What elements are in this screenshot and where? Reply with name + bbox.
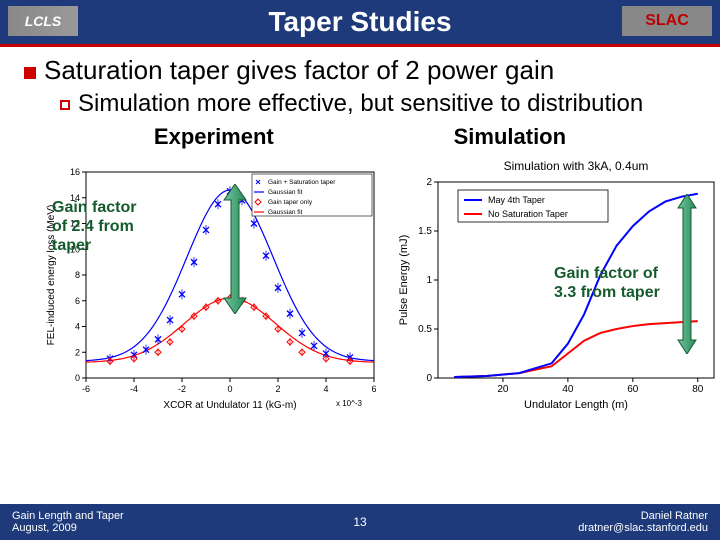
- experiment-chart-svg: -6-4-202460246810121416x 10^-3XCOR at Un…: [42, 154, 382, 414]
- svg-text:-2: -2: [178, 384, 186, 394]
- exp-annot-l2: of 2.4 from: [52, 217, 136, 236]
- svg-text:Undulator Length (m): Undulator Length (m): [524, 399, 628, 411]
- svg-text:Gain + Saturation taper: Gain + Saturation taper: [268, 179, 336, 186]
- page-number: 13: [353, 515, 366, 529]
- exp-annotation: Gain factor of 2.4 from taper: [52, 198, 136, 256]
- svg-text:Pulse Energy (mJ): Pulse Energy (mJ): [398, 235, 410, 325]
- sim-arrow-icon: [676, 194, 698, 354]
- svg-text:80: 80: [692, 384, 704, 395]
- footer-right-l2: dratner@slac.stanford.edu: [578, 522, 708, 534]
- svg-text:2: 2: [426, 177, 432, 188]
- bullet-level1: Saturation taper gives factor of 2 power…: [24, 55, 696, 86]
- footer-left: Gain Length and Taper August, 2009: [12, 510, 124, 534]
- footer-right: Daniel Ratner dratner@slac.stanford.edu: [578, 510, 708, 534]
- page-title: Taper Studies: [268, 6, 451, 38]
- svg-text:0: 0: [426, 373, 432, 384]
- svg-text:0: 0: [75, 373, 80, 383]
- svg-text:x 10^-3: x 10^-3: [336, 399, 363, 408]
- exp-annot-l1: Gain factor: [52, 198, 136, 217]
- svg-text:-6: -6: [82, 384, 90, 394]
- svg-text:0: 0: [227, 384, 232, 394]
- footer: Gain Length and Taper August, 2009 13 Da…: [0, 504, 720, 540]
- svg-text:XCOR at Undulator 11 (kG-m): XCOR at Undulator 11 (kG-m): [163, 400, 296, 411]
- chart-labels: Experiment Simulation: [24, 124, 696, 150]
- bullet-level2: Simulation more effective, but sensitive…: [60, 90, 696, 118]
- footer-left-l2: August, 2009: [12, 522, 124, 534]
- svg-text:No Saturation Taper: No Saturation Taper: [488, 209, 568, 219]
- slac-logo: SLAC: [622, 6, 712, 36]
- svg-text:0.5: 0.5: [418, 324, 432, 335]
- bullet-square-icon: [24, 67, 36, 79]
- sim-annot-l1: Gain factor of: [554, 264, 660, 283]
- svg-text:6: 6: [371, 384, 376, 394]
- sim-annot-l2: 3.3 from taper: [554, 283, 660, 302]
- exp-arrow-icon: [222, 184, 248, 314]
- svg-text:May 4th Taper: May 4th Taper: [488, 195, 545, 205]
- footer-left-l1: Gain Length and Taper: [12, 510, 124, 522]
- bullet1-text: Saturation taper gives factor of 2 power…: [44, 55, 554, 86]
- svg-text:4: 4: [75, 322, 80, 332]
- svg-text:4: 4: [323, 384, 328, 394]
- footer-right-l1: Daniel Ratner: [578, 510, 708, 522]
- svg-text:8: 8: [75, 270, 80, 280]
- bullet-hollow-square-icon: [60, 100, 70, 110]
- svg-text:Simulation with 3kA, 0.4um: Simulation with 3kA, 0.4um: [504, 159, 649, 173]
- svg-text:16: 16: [70, 167, 80, 177]
- bullet2-text: Simulation more effective, but sensitive…: [78, 90, 643, 118]
- sim-annotation: Gain factor of 3.3 from taper: [554, 264, 660, 302]
- lcls-logo: LCLS: [8, 6, 78, 36]
- svg-text:Gain taper only: Gain taper only: [268, 199, 313, 206]
- charts-row: -6-4-202460246810121416x 10^-3XCOR at Un…: [24, 150, 696, 414]
- title-bar: LCLS Taper Studies SLAC: [0, 0, 720, 44]
- experiment-chart: -6-4-202460246810121416x 10^-3XCOR at Un…: [42, 154, 382, 414]
- svg-text:40: 40: [562, 384, 574, 395]
- exp-annot-l3: taper: [52, 236, 136, 255]
- content: Saturation taper gives factor of 2 power…: [0, 47, 720, 414]
- simulation-chart: Simulation with 3kA, 0.4um 20 40 60 80 0 0.5 1 1…: [394, 154, 720, 414]
- svg-text:1: 1: [426, 275, 432, 286]
- svg-text:Gaussian fit: Gaussian fit: [268, 189, 303, 196]
- svg-text:2: 2: [275, 384, 280, 394]
- experiment-label: Experiment: [154, 124, 274, 150]
- svg-text:Gaussian fit: Gaussian fit: [268, 209, 303, 216]
- svg-text:20: 20: [497, 384, 509, 395]
- svg-text:1.5: 1.5: [418, 226, 432, 237]
- svg-text:2: 2: [75, 347, 80, 357]
- svg-text:6: 6: [75, 296, 80, 306]
- svg-text:-4: -4: [130, 384, 138, 394]
- simulation-label: Simulation: [454, 124, 566, 150]
- svg-text:60: 60: [627, 384, 639, 395]
